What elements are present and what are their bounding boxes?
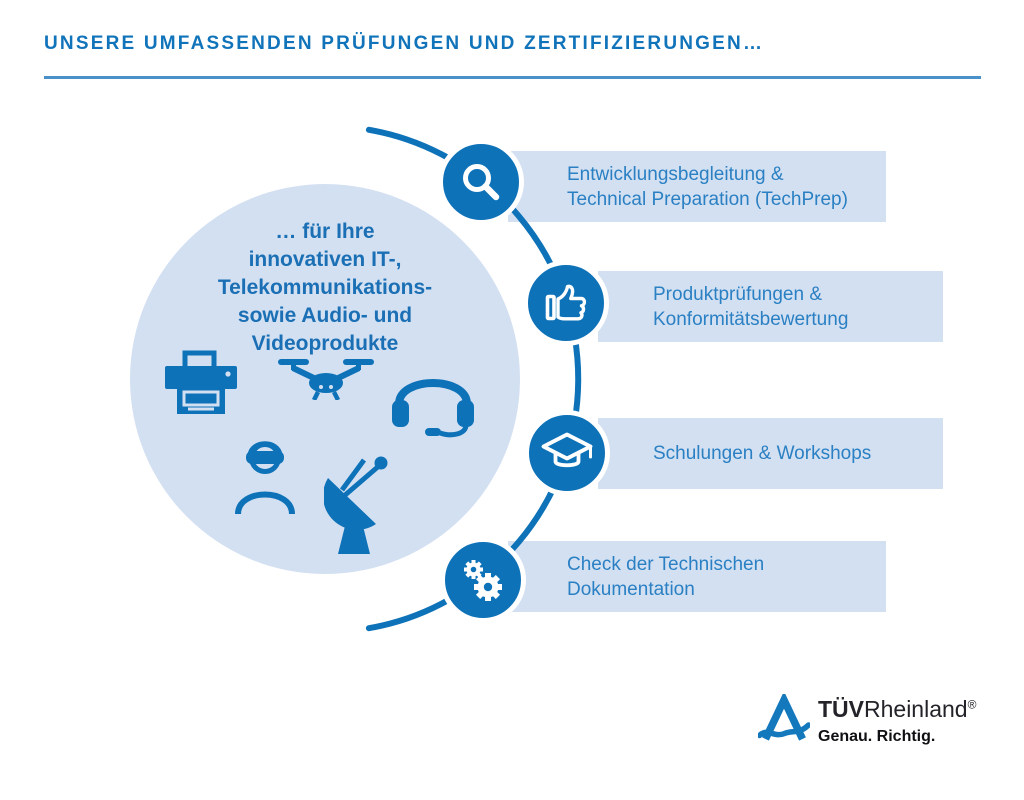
- headset-icon: [392, 379, 474, 438]
- brand-rheinland: Rheinland: [864, 696, 968, 722]
- graduation-cap-icon: [541, 432, 593, 468]
- service-node-techprep: [438, 139, 524, 225]
- thumbs-up-icon: [545, 284, 587, 321]
- service-node-documentation-check: [440, 537, 526, 623]
- search-icon: [463, 164, 500, 201]
- service-node-trainings: [524, 410, 610, 496]
- products-circle: … für Ihre innovativen IT-, Telekommunik…: [130, 184, 520, 574]
- tuv-rheinland-logo: TÜVRheinland® Genau. Richtig.: [758, 690, 1008, 762]
- service-card-product-testing: Produktprüfungen & Konformitätsbewertung: [598, 271, 943, 342]
- service-label: Check der Technischen Dokumentation: [567, 553, 765, 600]
- brand-tagline: Genau. Richtig.: [818, 728, 936, 745]
- registered-mark: ®: [967, 697, 977, 712]
- service-card-trainings: Schulungen & Workshops: [598, 418, 943, 489]
- page-title: UNSERE UMFASSENDEN PRÜFUNGEN UND ZERTIFI…: [44, 33, 765, 54]
- printer-icon: [165, 350, 237, 414]
- drone-icon: [278, 359, 374, 400]
- gears-icon: [464, 560, 502, 601]
- service-card-documentation-check: Check der Technischen Dokumentation: [508, 541, 886, 612]
- products-circle-text: … für Ihre innovativen IT-, Telekommunik…: [217, 220, 433, 355]
- title-divider: [44, 76, 981, 79]
- service-node-product-testing: [523, 260, 609, 346]
- tuv-triangle-icon: [758, 694, 810, 741]
- brand-name: TÜVRheinland®: [818, 696, 976, 723]
- service-label: Entwicklungsbegleitung & Technical Prepa…: [567, 163, 848, 210]
- service-label: Produktprüfungen & Konformitätsbewertung: [653, 283, 849, 330]
- service-card-techprep: Entwicklungsbegleitung & Technical Prepa…: [508, 151, 886, 222]
- brand-tuv: TÜV: [818, 696, 864, 722]
- satellite-dish-icon: [324, 456, 388, 554]
- service-label: Schulungen & Workshops: [653, 443, 872, 464]
- vr-user-icon: [235, 441, 295, 514]
